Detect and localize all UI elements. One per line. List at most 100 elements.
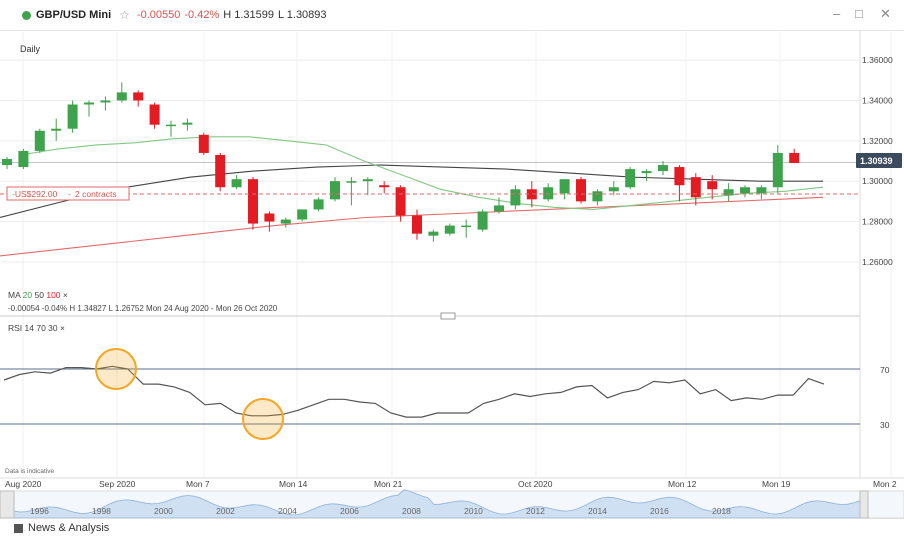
session-low: L 1.30893 bbox=[278, 9, 327, 21]
candle-body bbox=[346, 181, 357, 183]
time-tick-label: Sep 2020 bbox=[99, 479, 136, 489]
candle-body bbox=[100, 100, 111, 103]
session-high: H 1.31599 bbox=[223, 9, 274, 21]
navigator-year-label: 2004 bbox=[278, 506, 297, 516]
rsi-overbought-highlight bbox=[95, 348, 137, 390]
navigator-year-label: 2006 bbox=[340, 506, 359, 516]
navigator-year-label: 1996 bbox=[30, 506, 49, 516]
candle-body bbox=[789, 152, 800, 164]
ma-label: MA 20 50 100 × bbox=[8, 290, 68, 300]
candle-body bbox=[690, 177, 701, 198]
rsi-70-label: 70 bbox=[880, 365, 890, 375]
candle-body bbox=[526, 189, 537, 200]
ma20-line bbox=[19, 136, 824, 210]
price-chart[interactable]: Daily 1.36000 1.34000 1.32000 1.30000 1.2800… bbox=[0, 0, 904, 518]
range-stats: -0.00054 -0.04% H 1.34827 L 1.26752 Mon … bbox=[8, 304, 278, 313]
candle-body bbox=[133, 92, 144, 101]
navigator-year-label: 2010 bbox=[464, 506, 483, 516]
candle-body bbox=[559, 179, 570, 194]
candle-body bbox=[362, 179, 373, 182]
rsi-30-label: 30 bbox=[880, 420, 890, 430]
price-axis: 1.36000 1.34000 1.32000 1.30000 1.28000 1.260… bbox=[862, 55, 893, 267]
news-analysis-label[interactable]: News & Analysis bbox=[28, 522, 110, 534]
candle-body bbox=[395, 187, 406, 216]
ma50-line bbox=[0, 164, 823, 219]
candle-body bbox=[116, 92, 127, 101]
candle-body bbox=[608, 187, 619, 192]
pane-resize-handle[interactable] bbox=[440, 312, 456, 320]
navigator-year-label: 2000 bbox=[154, 506, 173, 516]
candle-body bbox=[264, 213, 275, 222]
candle-body bbox=[772, 152, 783, 188]
candle-body bbox=[2, 158, 12, 166]
minimize-icon[interactable]: – bbox=[833, 6, 841, 21]
price-tick-label: 1.30000 bbox=[862, 176, 893, 186]
rsi-oversold-highlight bbox=[242, 398, 284, 440]
candle-body bbox=[740, 187, 750, 194]
navigator-year-label: 2016 bbox=[650, 506, 669, 516]
navigator[interactable]: 1996 1998 2000 2002 2004 2006 2008 2010 2012 2014… bbox=[0, 489, 904, 518]
navigator-year-label: 2002 bbox=[216, 506, 235, 516]
candle-body bbox=[67, 104, 78, 129]
navigator-year-label: 2008 bbox=[402, 506, 421, 516]
candle-body bbox=[461, 225, 472, 228]
candle-body bbox=[379, 185, 390, 188]
news-icon bbox=[14, 523, 23, 533]
last-price-tag: 1.30939 bbox=[856, 153, 902, 168]
candle-body bbox=[51, 128, 62, 131]
star-icon[interactable]: ☆ bbox=[119, 8, 130, 22]
close-icon[interactable]: ✕ bbox=[880, 6, 891, 21]
candle-body bbox=[18, 150, 29, 168]
time-tick-label: Oct 2020 bbox=[518, 479, 553, 489]
candle-body bbox=[182, 122, 193, 125]
position-contracts: 2 contracts bbox=[75, 189, 117, 199]
price-tick-label: 1.28000 bbox=[862, 217, 893, 227]
candle-body bbox=[707, 181, 718, 190]
candle-body bbox=[756, 187, 767, 194]
candle-body bbox=[330, 181, 340, 200]
navigator-left-handle[interactable] bbox=[0, 490, 15, 518]
price-change-pct: -0.42% bbox=[184, 9, 220, 21]
candle-body bbox=[166, 124, 176, 127]
candle-body bbox=[215, 154, 226, 188]
maximize-icon[interactable]: □ bbox=[855, 6, 863, 21]
position-pnl: -US$292.00 bbox=[12, 189, 58, 199]
time-tick-label: Mon 14 bbox=[279, 479, 308, 489]
moving-averages bbox=[0, 136, 860, 257]
candle-body bbox=[477, 211, 488, 230]
navigator-year-label: 1998 bbox=[92, 506, 111, 516]
instrument-name[interactable]: GBP/USD Mini bbox=[36, 9, 112, 21]
candlesticks bbox=[2, 82, 800, 242]
ma-close-icon: × bbox=[63, 290, 68, 300]
candle-body bbox=[280, 219, 291, 224]
candle-body bbox=[658, 165, 668, 172]
candle-body bbox=[494, 205, 504, 212]
candle-body bbox=[34, 130, 45, 151]
position-tag[interactable]: -US$292.00 - 2 contracts bbox=[6, 186, 130, 201]
candle-body bbox=[543, 187, 554, 200]
candle-body bbox=[674, 167, 685, 186]
navigator-year-label: 2018 bbox=[712, 506, 731, 516]
candle-body bbox=[231, 179, 242, 188]
candle-body bbox=[510, 189, 521, 206]
news-analysis-bar[interactable]: News & Analysis bbox=[0, 518, 904, 537]
period-label: Daily bbox=[20, 44, 41, 54]
candle-body bbox=[84, 102, 94, 105]
time-tick-label: Mon 19 bbox=[762, 479, 791, 489]
time-tick-label: Mon 7 bbox=[186, 479, 210, 489]
price-tick-label: 1.32000 bbox=[862, 136, 893, 146]
market-status-dot bbox=[22, 10, 31, 20]
candle-body bbox=[149, 104, 160, 125]
price-tick-label: 1.36000 bbox=[862, 55, 893, 65]
candle-body bbox=[198, 134, 209, 153]
grid-lines bbox=[0, 30, 892, 478]
time-tick-label: Mon 21 bbox=[374, 479, 403, 489]
data-disclaimer: Data is indicative bbox=[5, 468, 55, 475]
candle-body bbox=[412, 215, 422, 234]
time-tick-label: Mon 12 bbox=[668, 479, 697, 489]
candle-body bbox=[313, 199, 324, 210]
instrument-header: GBP/USD Mini ☆ -0.00550 -0.42% H 1.31599… bbox=[0, 0, 904, 31]
last-price-value: 1.30939 bbox=[860, 156, 893, 166]
rsi-label: RSI 14 70 30 × bbox=[8, 323, 65, 333]
navigator-right-handle[interactable] bbox=[859, 490, 869, 518]
